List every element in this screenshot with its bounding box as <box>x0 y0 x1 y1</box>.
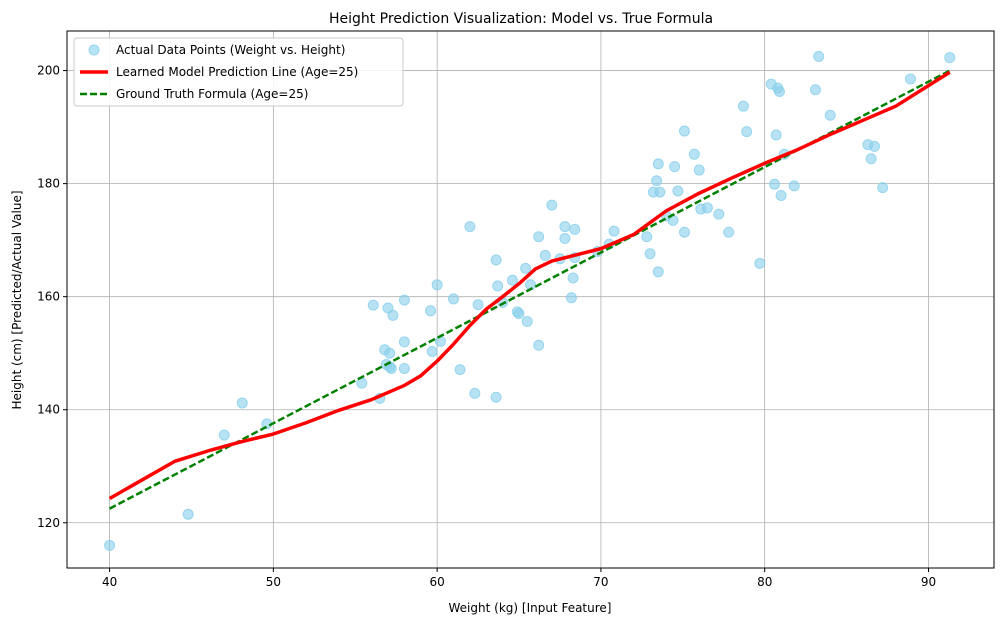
data-point <box>693 164 705 176</box>
data-point <box>492 280 504 292</box>
data-point <box>824 109 836 121</box>
data-point <box>701 202 713 214</box>
x-tick-label: 50 <box>266 575 281 589</box>
data-point <box>398 362 410 374</box>
data-point <box>652 158 664 170</box>
data-point <box>472 299 484 311</box>
data-point <box>218 429 230 441</box>
data-point <box>813 50 825 62</box>
data-point <box>904 73 916 85</box>
data-point <box>788 180 800 192</box>
x-axis-label: Weight (kg) [Input Feature] <box>449 601 612 615</box>
data-point <box>387 309 399 321</box>
x-tick-label: 90 <box>921 575 936 589</box>
data-point <box>567 272 579 284</box>
y-axis: 120 140 160 180 200 <box>37 64 67 530</box>
data-point <box>431 279 443 291</box>
data-point <box>513 308 525 320</box>
data-point <box>367 299 379 311</box>
data-point <box>490 391 502 403</box>
data-point <box>651 175 663 187</box>
x-tick-label: 70 <box>593 575 608 589</box>
y-tick-label: 200 <box>37 64 60 78</box>
data-point <box>723 226 735 238</box>
data-point <box>641 231 653 243</box>
data-point <box>608 225 620 237</box>
data-point <box>775 189 787 201</box>
data-point <box>737 100 749 112</box>
data-point <box>769 178 781 190</box>
data-point <box>425 305 437 317</box>
data-point <box>454 364 466 376</box>
data-point <box>654 186 666 198</box>
data-point <box>236 397 248 409</box>
data-point <box>569 223 581 235</box>
data-point <box>506 274 518 286</box>
data-point <box>539 249 551 261</box>
data-point <box>741 126 753 138</box>
data-point <box>448 293 460 305</box>
data-point <box>868 140 880 152</box>
grid <box>67 31 994 568</box>
data-point <box>385 362 397 374</box>
data-point <box>669 161 681 173</box>
data-point <box>678 226 690 238</box>
data-point <box>464 221 476 233</box>
data-point <box>865 153 877 165</box>
x-tick-label: 80 <box>757 575 772 589</box>
y-tick-label: 120 <box>37 516 60 530</box>
data-point <box>688 148 700 160</box>
data-point <box>398 336 410 348</box>
data-point <box>944 52 956 64</box>
x-tick-label: 60 <box>430 575 445 589</box>
data-point <box>182 508 194 520</box>
data-point <box>533 339 545 351</box>
y-axis-label: Height (cm) [Predicted/Actual Value] <box>10 190 24 409</box>
data-point <box>546 199 558 211</box>
data-point <box>773 85 785 97</box>
x-tick-label: 40 <box>102 575 117 589</box>
data-point <box>644 248 656 260</box>
x-axis: 40 50 60 70 80 90 <box>102 568 936 589</box>
data-point <box>490 254 502 266</box>
data-point <box>521 316 533 328</box>
data-point <box>809 84 821 96</box>
legend-scatter-marker <box>88 44 100 56</box>
data-point <box>398 294 410 306</box>
data-point <box>384 347 396 359</box>
plot-area <box>104 50 956 551</box>
chart-title: Height Prediction Visualization: Model v… <box>329 11 713 27</box>
data-point <box>754 257 766 269</box>
data-point <box>559 221 571 233</box>
legend-entry-scatter: Actual Data Points (Weight vs. Height) <box>116 43 345 57</box>
data-point <box>713 208 725 220</box>
legend-entry-model: Learned Model Prediction Line (Age=25) <box>116 65 358 79</box>
data-point <box>559 232 571 244</box>
legend-entry-truth: Ground Truth Formula (Age=25) <box>116 87 308 101</box>
y-tick-label: 140 <box>37 403 60 417</box>
legend-frame <box>73 37 404 107</box>
data-point <box>678 125 690 137</box>
ground-truth-line <box>109 69 951 510</box>
y-tick-label: 180 <box>37 177 60 191</box>
data-point <box>770 129 782 141</box>
data-point <box>565 292 577 304</box>
data-point <box>104 539 116 551</box>
data-point <box>469 387 481 399</box>
model-prediction-line <box>108 70 951 500</box>
data-point <box>877 182 889 194</box>
data-point <box>652 266 664 278</box>
legend: Actual Data Points (Weight vs. Height) L… <box>73 37 404 107</box>
data-point <box>434 335 446 347</box>
data-point <box>533 231 545 243</box>
y-tick-label: 160 <box>37 290 60 304</box>
data-point <box>426 346 438 358</box>
plot-frame <box>66 30 995 569</box>
data-point <box>672 185 684 197</box>
data-point <box>520 262 532 274</box>
